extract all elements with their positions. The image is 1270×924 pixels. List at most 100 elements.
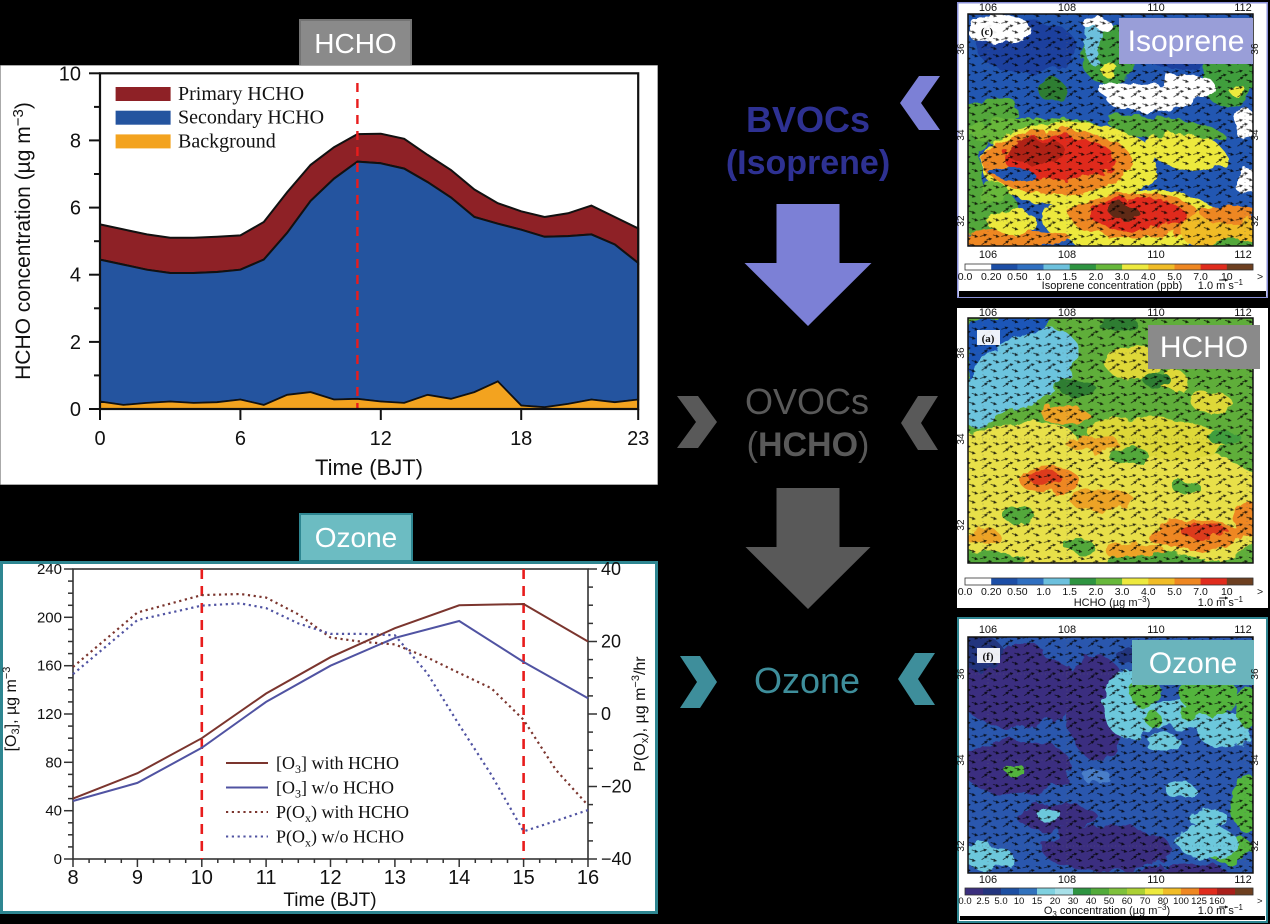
svg-text:(Isoprene): (Isoprene) xyxy=(726,144,890,182)
svg-text:HCHO concentration (µg m−3): HCHO concentration (µg m−3) xyxy=(10,102,35,380)
svg-text:160: 160 xyxy=(1209,896,1225,907)
svg-text:108: 108 xyxy=(1058,874,1076,886)
svg-text:110: 110 xyxy=(1147,2,1165,14)
svg-text:36: 36 xyxy=(957,668,967,680)
svg-text:10: 10 xyxy=(191,867,213,889)
svg-text:110: 110 xyxy=(1147,308,1165,319)
svg-text:125: 125 xyxy=(1191,896,1207,907)
svg-text:50: 50 xyxy=(1104,896,1115,907)
svg-text:Background: Background xyxy=(178,130,276,152)
svg-text:2: 2 xyxy=(70,332,81,354)
svg-text:160: 160 xyxy=(37,658,62,675)
svg-text:80: 80 xyxy=(1158,896,1169,907)
svg-text:BVOCs: BVOCs xyxy=(746,99,870,140)
svg-text:112: 112 xyxy=(1234,308,1252,319)
svg-text:8: 8 xyxy=(67,867,78,889)
svg-text:8: 8 xyxy=(70,130,81,152)
svg-text:108: 108 xyxy=(1058,624,1076,636)
svg-text:>: > xyxy=(1257,896,1263,907)
svg-text:Secondary HCHO: Secondary HCHO xyxy=(178,107,324,129)
svg-text:120: 120 xyxy=(37,706,62,723)
svg-text:80: 80 xyxy=(45,754,62,771)
svg-text:9: 9 xyxy=(132,867,143,889)
svg-text:P(Ox) with HCHO: P(Ox) with HCHO xyxy=(276,802,409,825)
svg-text:10: 10 xyxy=(1221,271,1233,283)
svg-text:106: 106 xyxy=(979,308,997,319)
svg-text:108: 108 xyxy=(1058,308,1076,319)
svg-text:11: 11 xyxy=(256,867,277,889)
svg-text:0.20: 0.20 xyxy=(981,271,1002,283)
svg-text:34: 34 xyxy=(957,129,967,141)
svg-text:12: 12 xyxy=(319,867,341,889)
svg-text:4.0: 4.0 xyxy=(1141,586,1156,598)
svg-text:15: 15 xyxy=(1032,896,1043,907)
svg-text:4: 4 xyxy=(70,265,81,287)
svg-text:23: 23 xyxy=(627,428,649,450)
svg-text:HCHO (µg m−3): HCHO (µg m−3) xyxy=(1074,595,1151,608)
svg-text:110: 110 xyxy=(1147,624,1165,636)
svg-text:32: 32 xyxy=(957,215,967,227)
svg-text:32: 32 xyxy=(957,519,967,531)
svg-text:1.5: 1.5 xyxy=(1062,271,1077,283)
svg-text:106: 106 xyxy=(979,249,997,261)
svg-text:P(Ox), µg m−3/hr: P(Ox), µg m−3/hr xyxy=(630,656,651,772)
svg-text:>: > xyxy=(1257,271,1263,283)
svg-text:40: 40 xyxy=(45,803,62,820)
svg-text:200: 200 xyxy=(37,609,62,626)
svg-text:2.0: 2.0 xyxy=(1089,586,1104,598)
svg-text:O3 concentration (µg m−3): O3 concentration (µg m−3) xyxy=(1044,903,1170,919)
svg-text:112: 112 xyxy=(1234,2,1252,14)
svg-text:10: 10 xyxy=(1014,896,1025,907)
svg-text:70: 70 xyxy=(1140,896,1151,907)
svg-text:1.5: 1.5 xyxy=(1062,586,1077,598)
svg-text:0: 0 xyxy=(70,399,81,421)
svg-text:7.0: 7.0 xyxy=(1193,586,1208,598)
svg-text:112: 112 xyxy=(1234,249,1252,261)
svg-text:60: 60 xyxy=(1122,896,1133,907)
svg-text:36: 36 xyxy=(1250,668,1261,680)
svg-text:0.0: 0.0 xyxy=(958,896,971,907)
svg-text:−40: −40 xyxy=(601,849,632,869)
svg-text:[O3], µg m−3: [O3], µg m−3 xyxy=(1,667,22,752)
svg-text:3.0: 3.0 xyxy=(1115,586,1130,598)
svg-text:1.0 m s−1: 1.0 m s−1 xyxy=(1198,595,1244,608)
svg-text:18: 18 xyxy=(510,428,532,450)
svg-text:30: 30 xyxy=(1068,896,1079,907)
svg-text:36: 36 xyxy=(1250,43,1261,55)
svg-text:1.0 m s−1: 1.0 m s−1 xyxy=(1198,903,1244,917)
svg-text:34: 34 xyxy=(957,433,967,445)
svg-text:HCHO: HCHO xyxy=(1160,331,1248,364)
svg-text:0: 0 xyxy=(601,704,611,724)
svg-text:13: 13 xyxy=(384,867,406,889)
svg-text:20: 20 xyxy=(601,632,621,652)
svg-text:36: 36 xyxy=(957,43,967,55)
svg-text:−20: −20 xyxy=(601,777,632,797)
svg-text:108: 108 xyxy=(1058,249,1076,261)
svg-text:5.0: 5.0 xyxy=(994,896,1007,907)
svg-text:6: 6 xyxy=(235,428,246,450)
svg-text:15: 15 xyxy=(512,867,534,889)
svg-text:34: 34 xyxy=(957,754,967,766)
svg-text:100: 100 xyxy=(1173,896,1189,907)
svg-text:16: 16 xyxy=(577,867,599,889)
svg-text:Ozone: Ozone xyxy=(754,660,860,701)
svg-text:112: 112 xyxy=(1234,624,1252,636)
svg-text:106: 106 xyxy=(979,874,997,886)
svg-text:1.0: 1.0 xyxy=(1036,586,1051,598)
svg-text:112: 112 xyxy=(1234,874,1252,886)
svg-text:5.0: 5.0 xyxy=(1167,586,1182,598)
svg-text:(a): (a) xyxy=(982,333,995,345)
svg-text:0.0: 0.0 xyxy=(958,271,973,283)
svg-text:34: 34 xyxy=(1250,754,1261,766)
svg-text:0.0: 0.0 xyxy=(958,586,973,598)
svg-text:5.0: 5.0 xyxy=(1167,271,1182,283)
svg-text:(HCHO): (HCHO) xyxy=(747,426,870,464)
svg-text:0.20: 0.20 xyxy=(981,586,1002,598)
svg-text:(c): (c) xyxy=(981,26,994,38)
svg-text:[O3] with HCHO: [O3] with HCHO xyxy=(276,753,399,776)
svg-text:108: 108 xyxy=(1058,2,1076,14)
svg-text:10: 10 xyxy=(1221,586,1233,598)
svg-text:Isoprene concentration (ppb): Isoprene concentration (ppb) xyxy=(1042,280,1183,292)
svg-text:32: 32 xyxy=(1250,840,1261,852)
svg-text:(f): (f) xyxy=(983,651,994,663)
